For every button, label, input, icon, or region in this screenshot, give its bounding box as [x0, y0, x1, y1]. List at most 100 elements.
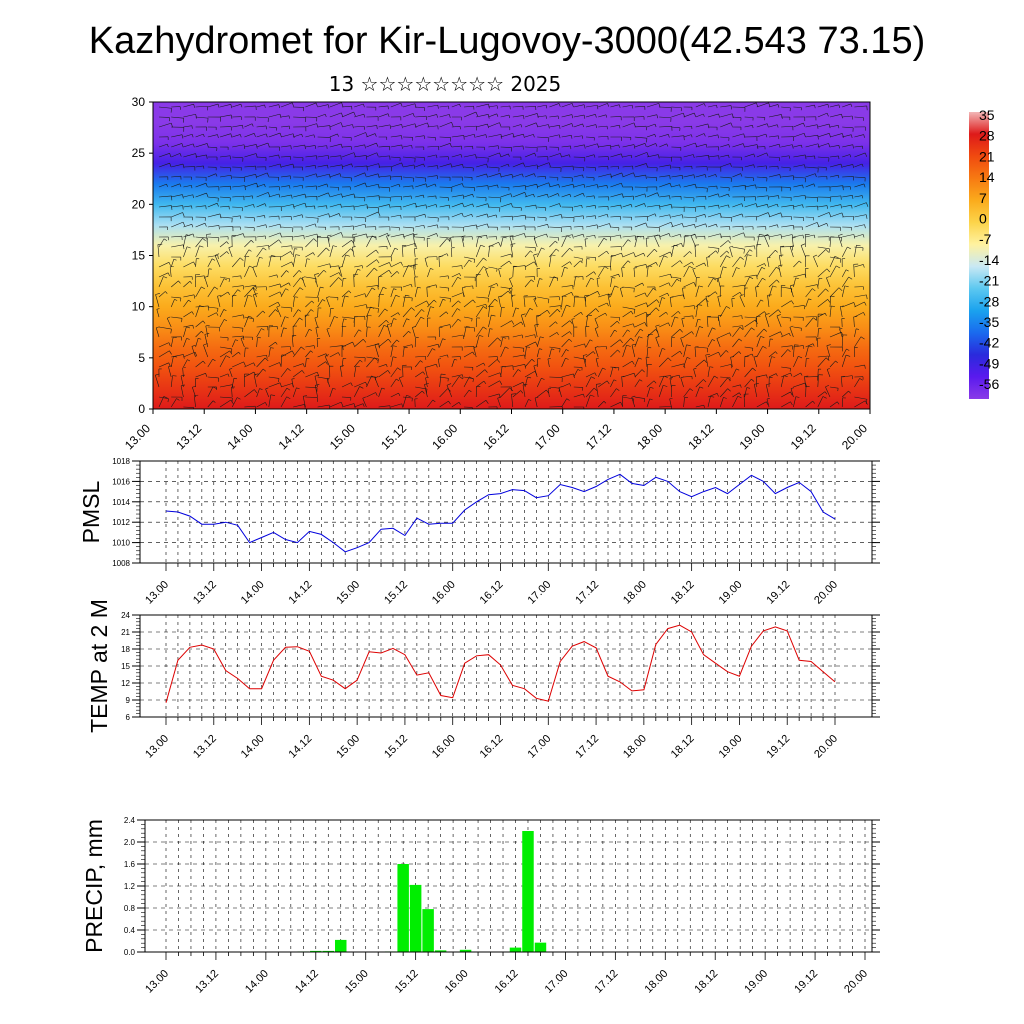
wind-barb — [402, 347, 405, 358]
wind-barb-flag — [802, 204, 804, 208]
wind-barb — [509, 278, 514, 288]
wind-barb — [537, 175, 546, 178]
wind-barb-flag — [462, 286, 466, 289]
wind-barb-flag — [560, 153, 562, 158]
wind-barb — [439, 376, 449, 379]
wind-barb — [451, 276, 458, 288]
wind-barb — [402, 145, 412, 148]
wind-barb-flag — [553, 276, 558, 279]
wind-barb — [268, 309, 276, 318]
wind-barb — [756, 336, 761, 348]
wind-barb — [646, 234, 660, 238]
x-tick-label: 18.12 — [692, 968, 720, 996]
wind-barb-flag — [547, 358, 551, 360]
wind-barb — [585, 215, 596, 218]
wind-barb — [463, 193, 473, 198]
wind-barb — [427, 363, 437, 368]
wind-barb-flag — [179, 183, 182, 187]
wind-barb-flag — [569, 320, 573, 324]
wind-barb — [500, 260, 510, 268]
wind-barb — [463, 105, 474, 108]
wind-barb-flag — [677, 311, 681, 314]
wind-barb — [293, 404, 305, 408]
x-tick-label: 17.12 — [573, 579, 601, 607]
wind-barb — [671, 223, 683, 228]
wind-barb — [547, 358, 550, 368]
wind-barb — [744, 102, 757, 108]
wind-barb — [256, 257, 260, 268]
wind-barb — [475, 306, 484, 318]
wind-barb — [537, 296, 549, 300]
wind-barb — [717, 296, 721, 308]
wind-barb-flag — [670, 204, 673, 209]
wind-barb-flag — [340, 402, 344, 407]
wind-barb — [451, 318, 459, 328]
wind-barb-flag — [325, 114, 327, 118]
wind-barb-flag — [703, 103, 706, 107]
wind-barb-flag — [808, 345, 813, 348]
wind-barb-flag — [445, 311, 449, 315]
wind-barb — [720, 186, 730, 189]
wind-barb — [717, 278, 721, 288]
wind-barb — [842, 375, 853, 378]
y-tick-label: 15 — [121, 662, 130, 671]
wind-barb — [207, 146, 217, 149]
wind-barb-flag — [580, 260, 583, 264]
wind-barb — [781, 216, 792, 218]
wind-barb-flag — [353, 152, 356, 157]
wind-barb-flag — [361, 265, 364, 269]
wind-barb — [671, 135, 684, 138]
wind-barb-flag — [817, 143, 820, 149]
wind-barb — [488, 380, 500, 388]
wind-barb-flag — [730, 364, 733, 369]
wind-barb-flag — [775, 373, 778, 377]
wind-barb — [781, 234, 793, 238]
wind-barb — [524, 113, 538, 118]
wind-barb-flag — [571, 123, 574, 128]
wind-barb — [402, 283, 412, 288]
wind-barb — [488, 184, 498, 188]
wind-barb-flag — [865, 400, 868, 405]
wind-barb-flag — [352, 246, 356, 248]
wind-barb-flag — [705, 223, 708, 228]
wind-barb — [268, 301, 279, 308]
wind-barb-flag — [741, 203, 744, 208]
wind-barb — [695, 143, 707, 148]
wind-barb — [573, 183, 585, 188]
wind-barb-flag — [827, 368, 830, 370]
wind-barb — [793, 144, 802, 148]
wind-barb — [573, 233, 584, 238]
wind-barb — [329, 272, 340, 278]
wind-barb-flag — [387, 113, 390, 118]
wind-barb-flag — [656, 114, 658, 119]
wind-barb-flag — [645, 302, 649, 307]
wind-barb — [366, 206, 379, 209]
wind-barb — [476, 173, 487, 178]
wind-barb-flag — [425, 204, 428, 209]
wind-barb — [634, 282, 643, 288]
wind-barb — [805, 345, 809, 358]
wind-barb-flag — [413, 264, 418, 266]
wind-barb — [854, 214, 867, 218]
wind-barb — [838, 235, 843, 248]
wind-barb-flag — [852, 164, 854, 169]
wind-barb-flag — [838, 287, 843, 292]
wind-barb-flag — [582, 234, 585, 238]
wind-barb-flag — [630, 155, 633, 159]
wind-barb — [341, 396, 351, 398]
wind-barb-flag — [715, 291, 718, 295]
wind-barb — [500, 387, 510, 398]
wind-barb — [585, 376, 592, 388]
wind-barb — [317, 173, 330, 178]
wind-barb — [842, 194, 853, 198]
wind-barb-flag — [703, 405, 705, 409]
wind-barb — [439, 163, 451, 168]
wind-barb — [414, 316, 422, 328]
wind-barb-flag — [594, 317, 598, 320]
wind-barb — [817, 133, 830, 138]
y-tick-label: 1014 — [112, 498, 130, 507]
wind-barb-flag — [522, 382, 526, 386]
wind-barb — [646, 334, 649, 348]
wind-barb-flag — [279, 291, 283, 296]
wind-barb — [390, 206, 401, 208]
